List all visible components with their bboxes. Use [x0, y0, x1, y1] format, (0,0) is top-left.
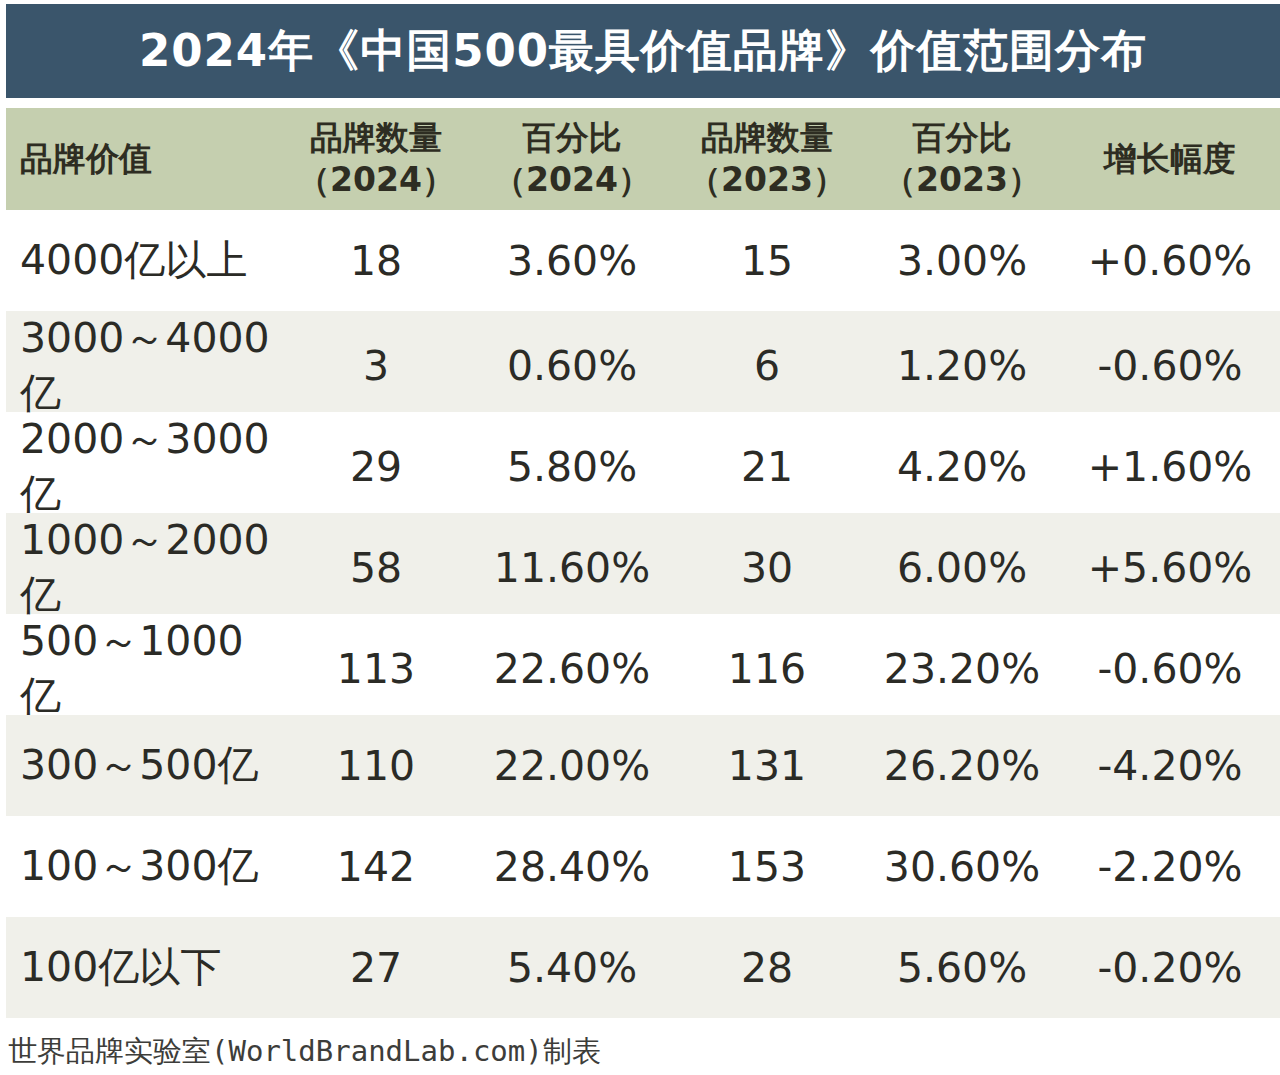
table-cell: 5.60% [864, 944, 1060, 992]
table-row: 3000～4000亿 3 0.60% 6 1.20% -0.60% [6, 311, 1280, 412]
page-title: 2024年《中国500最具价值品牌》价值范围分布 [6, 4, 1280, 98]
table-row: 300～500亿 110 22.00% 131 26.20% -4.20% [6, 715, 1280, 816]
table-row: 2000～3000亿 29 5.80% 21 4.20% +1.60% [6, 412, 1280, 513]
table-cell: 5.40% [474, 944, 670, 992]
column-header-count-2024: 品牌数量 （2024） [278, 117, 474, 201]
column-header-brand-value: 品牌价值 [6, 138, 278, 180]
brand-value-distribution-table: 2024年《中国500最具价值品牌》价值范围分布 品牌价值 品牌数量 （2024… [0, 0, 1280, 1075]
table-cell: 3.60% [474, 237, 670, 285]
table-cell: 1.20% [864, 342, 1060, 390]
table-cell: 15 [670, 237, 864, 285]
table-cell: 22.60% [474, 645, 670, 693]
table-cell: +0.60% [1060, 237, 1280, 285]
table-cell: 22.00% [474, 742, 670, 790]
table-cell: 30.60% [864, 843, 1060, 891]
table-row: 4000亿以上 18 3.60% 15 3.00% +0.60% [6, 210, 1280, 311]
table-cell: -0.20% [1060, 944, 1280, 992]
row-label: 2000～3000亿 [6, 412, 278, 522]
column-header-line2: （2024） [474, 159, 670, 201]
table-cell: 142 [278, 843, 474, 891]
column-header-pct-2023: 百分比 （2023） [864, 117, 1060, 201]
table-cell: 131 [670, 742, 864, 790]
table-cell: 110 [278, 742, 474, 790]
table-cell: -0.60% [1060, 645, 1280, 693]
table-cell: 116 [670, 645, 864, 693]
table-cell: 6 [670, 342, 864, 390]
table-cell: 21 [670, 443, 864, 491]
table-row: 100～300亿 142 28.40% 153 30.60% -2.20% [6, 816, 1280, 917]
table-cell: 23.20% [864, 645, 1060, 693]
column-header-line2: （2024） [278, 159, 474, 201]
row-label: 100～300亿 [6, 839, 278, 894]
table-cell: 113 [278, 645, 474, 693]
table-cell: 28.40% [474, 843, 670, 891]
table-row: 100亿以下 27 5.40% 28 5.60% -0.20% [6, 917, 1280, 1018]
column-header-line1: 品牌数量 [670, 117, 864, 159]
table-cell: 0.60% [474, 342, 670, 390]
row-label: 3000～4000亿 [6, 311, 278, 421]
table-cell: 28 [670, 944, 864, 992]
table-cell: -0.60% [1060, 342, 1280, 390]
column-header-line1: 品牌价值 [20, 138, 278, 180]
table-cell: 4.20% [864, 443, 1060, 491]
column-header-pct-2024: 百分比 （2024） [474, 117, 670, 201]
table-cell: 29 [278, 443, 474, 491]
column-header-line2: （2023） [670, 159, 864, 201]
table-cell: 58 [278, 544, 474, 592]
table-cell: -4.20% [1060, 742, 1280, 790]
row-label: 4000亿以上 [6, 233, 278, 288]
table-cell: 3.00% [864, 237, 1060, 285]
column-header-line1: 增长幅度 [1060, 138, 1280, 180]
row-label: 100亿以下 [6, 940, 278, 995]
column-header-line2: （2023） [864, 159, 1060, 201]
table-cell: 18 [278, 237, 474, 285]
column-header-line1: 百分比 [474, 117, 670, 159]
table-row: 500～1000亿 113 22.60% 116 23.20% -0.60% [6, 614, 1280, 715]
table-cell: 27 [278, 944, 474, 992]
table-header-row: 品牌价值 品牌数量 （2024） 百分比 （2024） 品牌数量 （2023） … [6, 108, 1280, 210]
table-cell: 26.20% [864, 742, 1060, 790]
column-header-line1: 品牌数量 [278, 117, 474, 159]
table-cell: 3 [278, 342, 474, 390]
table-cell: +1.60% [1060, 443, 1280, 491]
table-cell: 5.80% [474, 443, 670, 491]
row-label: 1000～2000亿 [6, 513, 278, 623]
row-label: 500～1000亿 [6, 614, 278, 724]
table-row: 1000～2000亿 58 11.60% 30 6.00% +5.60% [6, 513, 1280, 614]
column-header-line1: 百分比 [864, 117, 1060, 159]
table-cell: 30 [670, 544, 864, 592]
column-header-growth: 增长幅度 [1060, 138, 1280, 180]
table-cell: +5.60% [1060, 544, 1280, 592]
table-cell: 6.00% [864, 544, 1060, 592]
table-cell: -2.20% [1060, 843, 1280, 891]
table-cell: 11.60% [474, 544, 670, 592]
source-credit: 世界品牌实验室(WorldBrandLab.com)制表 [8, 1032, 601, 1072]
row-label: 300～500亿 [6, 738, 278, 793]
column-header-count-2023: 品牌数量 （2023） [670, 117, 864, 201]
table-cell: 153 [670, 843, 864, 891]
